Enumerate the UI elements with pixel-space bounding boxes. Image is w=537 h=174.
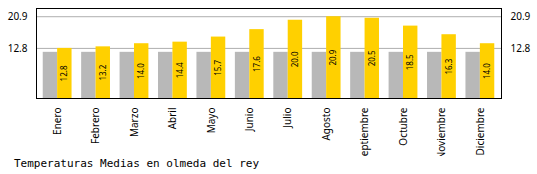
svg-text:Julio: Julio xyxy=(280,108,294,129)
svg-text:15.7: 15.7 xyxy=(212,59,223,75)
svg-text:20.9: 20.9 xyxy=(511,9,531,23)
svg-text:Septiembre: Septiembre xyxy=(357,107,371,156)
svg-text:14.4: 14.4 xyxy=(174,62,185,78)
svg-text:12.8: 12.8 xyxy=(58,65,69,81)
svg-text:20.0: 20.0 xyxy=(289,51,300,67)
svg-text:16.3: 16.3 xyxy=(443,58,454,74)
svg-text:Junio: Junio xyxy=(242,108,256,133)
svg-text:Noviembre: Noviembre xyxy=(434,107,448,156)
svg-text:Mayo: Mayo xyxy=(204,108,218,134)
svg-text:13.2: 13.2 xyxy=(97,64,108,80)
svg-text:Diciembre: Diciembre xyxy=(473,107,487,155)
svg-text:Febrero: Febrero xyxy=(88,108,102,145)
svg-text:20.9: 20.9 xyxy=(327,49,338,65)
svg-text:Marzo: Marzo xyxy=(127,108,141,138)
svg-text:12.8: 12.8 xyxy=(511,41,531,55)
svg-text:12.8: 12.8 xyxy=(8,41,28,55)
svg-text:18.5: 18.5 xyxy=(404,54,415,70)
svg-text:14.0: 14.0 xyxy=(481,63,492,79)
svg-text:Octubre: Octubre xyxy=(396,107,410,145)
svg-text:14.0: 14.0 xyxy=(135,63,146,79)
svg-text:Agosto: Agosto xyxy=(319,108,333,141)
svg-text:20.9: 20.9 xyxy=(8,9,28,23)
svg-text:Abril: Abril xyxy=(165,108,179,130)
svg-text:20.5: 20.5 xyxy=(366,50,377,66)
svg-text:17.6: 17.6 xyxy=(251,56,262,72)
svg-text:Enero: Enero xyxy=(50,108,64,135)
html-text:Temperaturas Medias en olmeda: Temperaturas Medias en olmeda del rey xyxy=(14,157,259,170)
